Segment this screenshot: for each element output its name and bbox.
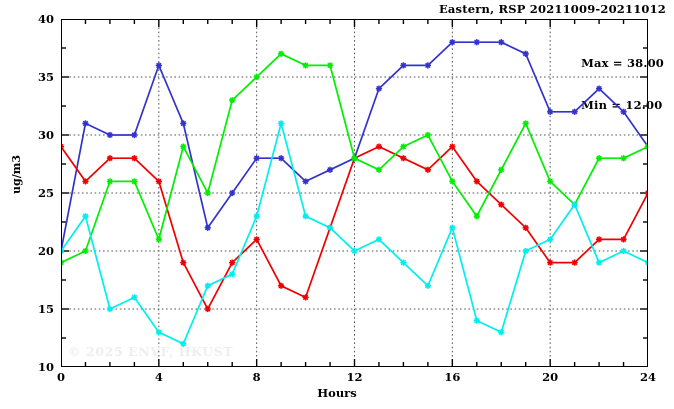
y-axis-label: ug/m3 bbox=[9, 154, 23, 194]
y-tick-label: 15 bbox=[37, 302, 54, 316]
y-tick-label: 35 bbox=[37, 70, 54, 84]
y-tick-label: 10 bbox=[37, 360, 54, 374]
plot-canvas bbox=[61, 19, 648, 367]
watermark: © 2025 ENVF, HKUST bbox=[68, 344, 234, 359]
x-tick-label: 12 bbox=[346, 370, 363, 384]
y-tick-label: 25 bbox=[37, 186, 54, 200]
x-tick-label: 16 bbox=[444, 370, 461, 384]
chart-title: Eastern, RSP 20211009-20211012 bbox=[438, 2, 666, 16]
x-tick-label: 24 bbox=[639, 370, 657, 384]
plot-area: © 2025 ENVF, HKUST bbox=[61, 19, 648, 367]
x-tick-label: 20 bbox=[542, 370, 559, 384]
x-tick-label: 8 bbox=[252, 370, 261, 384]
max-value-label: Max = 38.00 bbox=[581, 56, 664, 70]
plot-frame bbox=[61, 19, 648, 367]
x-tick-label: 4 bbox=[154, 370, 163, 384]
y-tick-label: 20 bbox=[37, 244, 54, 258]
x-axis-label: Hours bbox=[317, 386, 357, 400]
x-tick-label: 0 bbox=[56, 370, 66, 384]
y-tick-label: 40 bbox=[37, 12, 54, 26]
y-tick-label: 30 bbox=[37, 128, 54, 142]
